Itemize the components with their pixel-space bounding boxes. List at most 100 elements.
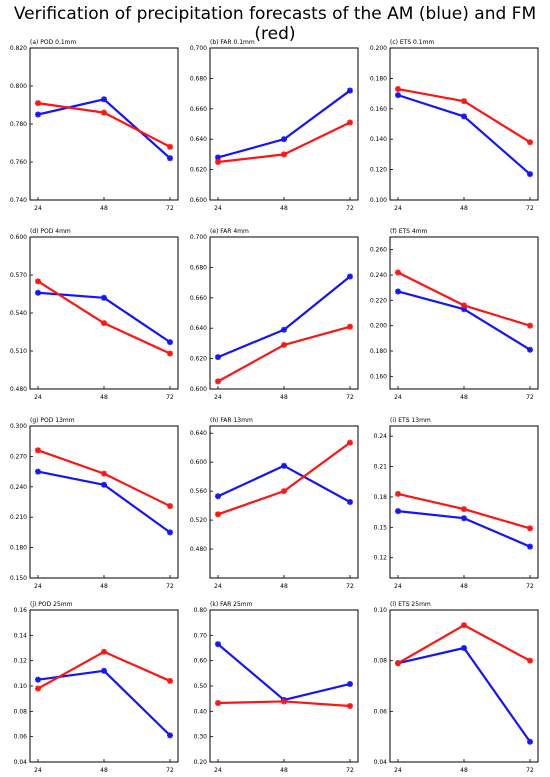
- panel-title: (j) POD 25mm: [30, 601, 73, 608]
- series-marker-am: [215, 493, 221, 500]
- series-marker-fm: [395, 269, 401, 276]
- y-tick-label: 0.24: [374, 433, 388, 440]
- x-tick-label: 72: [166, 205, 174, 212]
- y-tick-label: 0.08: [374, 658, 388, 665]
- x-tick-label: 24: [34, 583, 42, 590]
- y-tick-label: 0.18: [374, 494, 388, 501]
- y-tick-label: 0.560: [190, 488, 207, 495]
- series-marker-am: [461, 515, 467, 522]
- series-marker-am: [395, 288, 401, 295]
- series-line-fm: [397, 271, 531, 327]
- chart-panel: (a) POD 0.1mm 0.740 0.760 0.780 0.800 0.820 24…: [10, 39, 179, 212]
- x-tick-label: 24: [214, 583, 222, 590]
- panel-title: (k) FAR 25mm: [210, 601, 253, 608]
- plot-frame: [389, 47, 539, 201]
- series-marker-am: [527, 738, 533, 745]
- y-tick-label: 0.15: [374, 524, 388, 531]
- y-tick-label: 0.240: [10, 484, 27, 491]
- panel-title: (h) FAR 13mm: [210, 417, 253, 424]
- y-tick-label: 0.06: [374, 708, 388, 715]
- y-tick-label: 0.12: [374, 555, 388, 562]
- series-marker-fm: [281, 341, 287, 348]
- x-tick-label: 48: [100, 767, 108, 774]
- y-tick-label: 0.700: [190, 45, 207, 52]
- series-marker-am: [461, 645, 467, 651]
- series-marker-fm: [347, 119, 353, 126]
- series-line-am: [217, 89, 351, 159]
- x-tick-label: 72: [526, 767, 534, 774]
- series-marker-am: [347, 87, 353, 94]
- y-tick-label: 0.10: [14, 683, 28, 690]
- y-tick-label: 0.120: [370, 167, 387, 174]
- y-tick-label: 0.760: [10, 159, 27, 166]
- series-marker-fm: [35, 278, 41, 285]
- y-tick-label: 0.640: [190, 136, 207, 143]
- plot-frame: [389, 236, 539, 390]
- series-marker-fm: [527, 657, 533, 664]
- y-tick-label: 0.70: [194, 632, 208, 639]
- y-tick-label: 0.50: [194, 683, 208, 690]
- panel-title: (l) ETS 25mm: [390, 601, 431, 608]
- series-marker-fm: [461, 506, 467, 513]
- chart-panel: (i) ETS 13mm 0.12 0.15 0.18 0.21 0.24 24 48 72: [374, 417, 539, 590]
- y-tick-label: 0.780: [10, 121, 27, 128]
- y-tick-label: 0.200: [370, 323, 387, 330]
- series-marker-fm: [215, 699, 221, 706]
- y-tick-label: 0.20: [194, 759, 208, 766]
- series-marker-fm: [281, 698, 287, 705]
- series-marker-am: [281, 136, 287, 143]
- series-marker-am: [527, 171, 533, 178]
- y-tick-label: 0.180: [370, 75, 387, 82]
- x-tick-label: 72: [526, 394, 534, 401]
- y-tick-label: 0.800: [10, 83, 27, 90]
- panel-title: (a) POD 0.1mm: [30, 39, 77, 46]
- y-tick-label: 0.520: [190, 517, 207, 524]
- y-tick-label: 0.600: [190, 386, 207, 393]
- x-tick-label: 72: [346, 394, 354, 401]
- panel-title: (g) POD 13mm: [30, 417, 75, 424]
- series-marker-fm: [527, 525, 533, 532]
- x-tick-label: 72: [526, 583, 534, 590]
- y-tick-label: 0.620: [190, 167, 207, 174]
- series-marker-fm: [167, 143, 173, 150]
- panel-title: (b) FAR 0.1mm: [210, 39, 255, 46]
- series-marker-fm: [347, 703, 353, 710]
- y-tick-label: 0.300: [10, 423, 27, 430]
- x-tick-label: 24: [34, 767, 42, 774]
- plot-frame: [29, 47, 179, 201]
- x-tick-label: 48: [280, 767, 288, 774]
- y-tick-label: 0.480: [190, 546, 207, 553]
- y-tick-label: 0.06: [14, 734, 28, 741]
- series-marker-am: [395, 92, 401, 99]
- series-marker-fm: [167, 677, 173, 684]
- chart-panel: (k) FAR 25mm 0.20 0.30 0.40 0.50 0.60 0.70 0.80…: [194, 601, 359, 774]
- x-tick-label: 48: [460, 767, 468, 774]
- series-marker-am: [101, 96, 107, 103]
- x-tick-label: 48: [280, 583, 288, 590]
- x-tick-label: 24: [214, 394, 222, 401]
- series-marker-am: [347, 499, 353, 505]
- x-tick-label: 48: [100, 583, 108, 590]
- x-tick-label: 72: [346, 767, 354, 774]
- x-tick-label: 48: [100, 394, 108, 401]
- series-marker-am: [215, 641, 221, 648]
- plot-frame: [209, 425, 359, 579]
- y-tick-label: 0.14: [14, 632, 28, 639]
- series-marker-fm: [347, 439, 353, 446]
- y-tick-label: 0.60: [194, 658, 208, 665]
- series-line-am: [217, 464, 351, 503]
- series-marker-fm: [35, 447, 41, 454]
- series-marker-fm: [461, 622, 467, 629]
- series-line-am: [37, 470, 171, 534]
- series-line-fm: [397, 624, 531, 665]
- y-tick-label: 0.660: [190, 295, 207, 302]
- y-tick-label: 0.21: [374, 464, 388, 471]
- y-tick-label: 0.640: [190, 325, 207, 332]
- series-marker-am: [167, 732, 173, 739]
- series-marker-fm: [215, 378, 221, 385]
- x-tick-label: 48: [280, 394, 288, 401]
- series-marker-am: [395, 508, 401, 515]
- series-marker-fm: [347, 323, 353, 330]
- series-marker-fm: [215, 159, 221, 165]
- series-marker-fm: [395, 660, 401, 667]
